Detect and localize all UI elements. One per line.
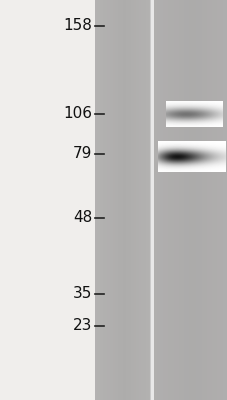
Text: 79: 79 [73, 146, 92, 162]
Text: 106: 106 [63, 106, 92, 122]
Text: 35: 35 [73, 286, 92, 302]
Text: 23: 23 [73, 318, 92, 334]
Bar [149, 0, 153, 400]
Text: 48: 48 [73, 210, 92, 226]
Bar [153, 0, 227, 400]
Text: 158: 158 [63, 18, 92, 34]
Bar [94, 0, 150, 400]
